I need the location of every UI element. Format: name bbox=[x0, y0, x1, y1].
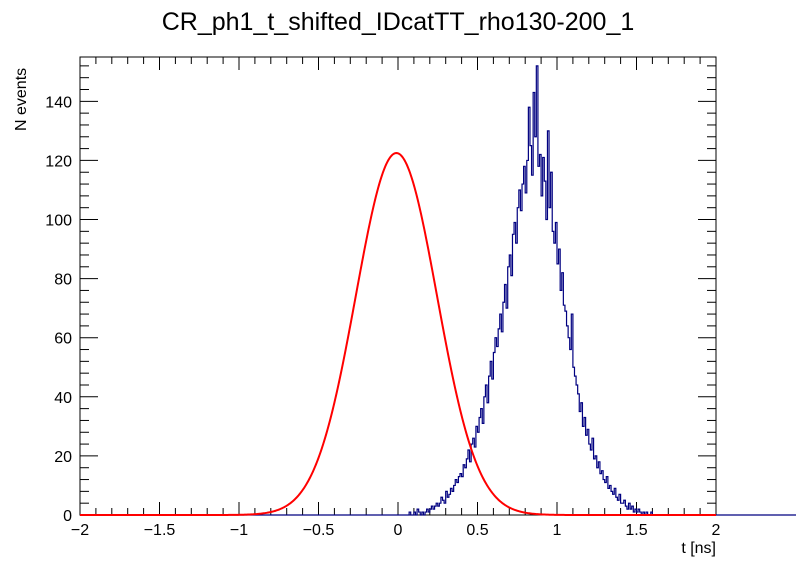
x-axis-ticks bbox=[79, 57, 717, 515]
x-tick-label: 0 bbox=[394, 522, 403, 539]
y-tick-label: 20 bbox=[54, 449, 72, 466]
x-tick-label: 1 bbox=[553, 522, 562, 539]
x-tick-label: −1.5 bbox=[144, 522, 176, 539]
chart-title: CR_ph1_t_shifted_IDcatTT_rho130-200_1 bbox=[162, 8, 635, 36]
x-tick-label: −1 bbox=[230, 522, 248, 539]
x-tick-label: −0.5 bbox=[303, 522, 335, 539]
y-tick-label: 140 bbox=[45, 94, 72, 111]
y-tick-label: 40 bbox=[54, 390, 72, 407]
x-tick-label: 2 bbox=[712, 522, 721, 539]
y-tick-label: 60 bbox=[54, 331, 72, 348]
y-tick-label: 0 bbox=[63, 508, 72, 525]
y-tick-label: 100 bbox=[45, 213, 72, 230]
gaussian-fit-curve bbox=[80, 152, 716, 516]
x-axis-label: t [ns] bbox=[681, 540, 716, 557]
x-tick-label: 0.5 bbox=[466, 522, 488, 539]
y-axis-label: N events bbox=[13, 68, 30, 131]
x-tick-label: −2 bbox=[71, 522, 89, 539]
y-axis-tick-labels: 0 20 40 60 80 100 120 140 bbox=[45, 94, 72, 525]
x-tick-label: 1.5 bbox=[625, 522, 647, 539]
y-tick-label: 120 bbox=[45, 153, 72, 170]
x-axis-tick-labels: −2 −1.5 −1 −0.5 0 0.5 1 1.5 2 bbox=[71, 522, 721, 539]
y-tick-label: 80 bbox=[54, 272, 72, 289]
